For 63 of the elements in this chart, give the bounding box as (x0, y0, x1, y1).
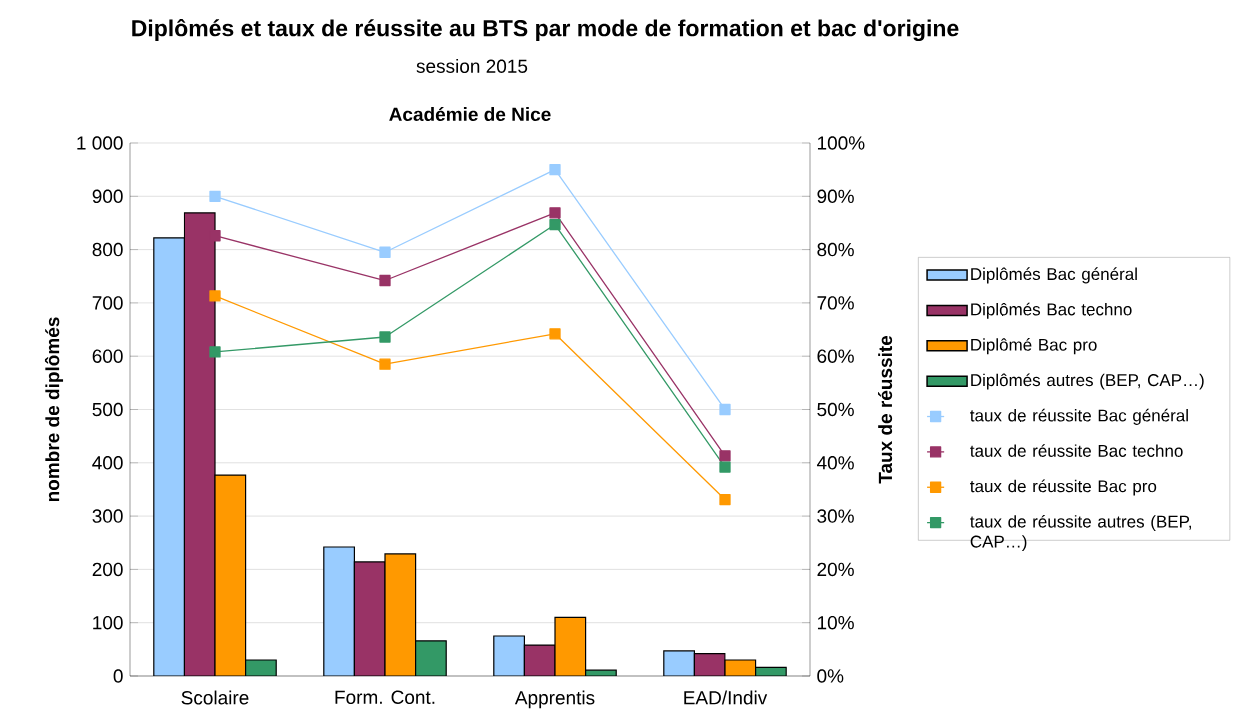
point (549, 328, 561, 340)
point (719, 450, 731, 462)
y-tick-label: 1 000 (77, 136, 123, 150)
x-tick-label: Form. Cont. (335, 690, 435, 704)
point (719, 493, 731, 506)
y2-tick-label: 70% (817, 296, 854, 310)
point (379, 274, 391, 287)
y2-axis-title: Taux de réussite (878, 335, 893, 484)
point (379, 331, 391, 343)
legend-label: Diplômés autres (BEP, CAP…) (971, 373, 1204, 390)
y2-tick-label: 40% (816, 456, 854, 470)
y-tick-label: 400 (92, 456, 123, 470)
y2-tick-label: 60% (817, 349, 854, 363)
point (549, 207, 561, 219)
y-tick-label: 600 (92, 349, 123, 363)
point (379, 358, 391, 370)
y2-tick-label: 10% (817, 615, 854, 630)
y-tick-label: 100 (93, 615, 123, 630)
point (379, 246, 391, 258)
point (209, 190, 221, 202)
y-tick-label: 900 (92, 189, 123, 204)
bar (493, 635, 526, 676)
legend-label: Diplômés Bac techno (971, 302, 1132, 319)
bar (353, 561, 386, 676)
point (209, 290, 221, 302)
y-tick-label: 200 (92, 562, 123, 577)
y2-tick-label: 0% (817, 669, 844, 683)
y-tick-label: 300 (92, 509, 123, 523)
point (209, 346, 221, 358)
y-tick-label: 800 (92, 242, 123, 257)
y2-tick-label: 100% (817, 136, 865, 150)
point (719, 461, 731, 473)
y-tick-label: 500 (92, 402, 123, 417)
bar (214, 474, 247, 676)
point (719, 403, 731, 416)
bar (554, 616, 587, 676)
chart-subtitle: session 2015 (416, 59, 528, 73)
text: Académie de Nice (389, 106, 551, 122)
legend-label: taux de réussite autres (BEP, CAP…) (970, 514, 1191, 551)
bar (323, 546, 355, 676)
y2-tick-label: 80% (817, 242, 854, 257)
x-tick-label: EAD/Indiv (684, 690, 768, 705)
y2-tick-label: 20% (817, 562, 854, 577)
x-tick-label: Apprentis (514, 690, 595, 709)
point (549, 163, 561, 176)
x-tick-label: Scolaire (181, 690, 249, 705)
bar (415, 640, 447, 676)
legend-label: taux de réussite Bac techno (970, 444, 1183, 457)
legend-label: taux de réussite Bac pro (970, 479, 1157, 496)
y2-tick-label: 30% (817, 509, 854, 523)
bar (153, 237, 185, 676)
point (549, 218, 561, 231)
chart-title: Diplômés et taux de réussite au BTS par mode de formation et bac d'origine (132, 18, 959, 42)
bar (384, 553, 417, 676)
legend-label: Diplômés Bac général (971, 267, 1137, 284)
legend-label: Diplômé Bac pro (971, 338, 1097, 355)
y2-tick-label: 50% (817, 402, 854, 417)
y2-tick-label: 90% (817, 189, 854, 204)
y-tick-label: 700 (92, 296, 123, 310)
legend-label: taux de réussite Bac général (970, 408, 1188, 425)
bar (663, 650, 696, 676)
y-axis-title: nombre de diplômés (44, 317, 64, 502)
y-tick-label: 0 (113, 669, 123, 683)
